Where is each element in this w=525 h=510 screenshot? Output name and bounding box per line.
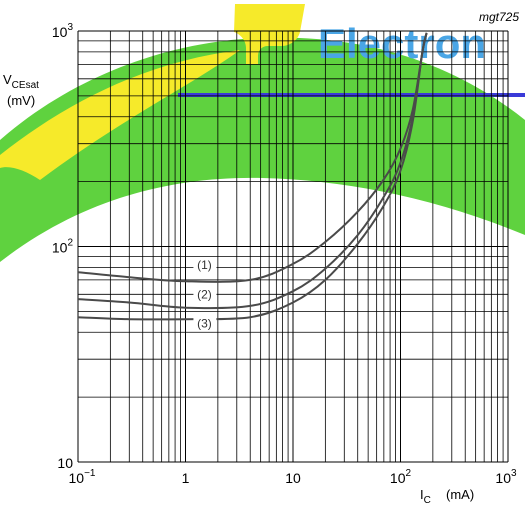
watermark-line [178, 93, 525, 97]
labels: (1) (2) (3) 10−1 1 10 102 103 10 102 103 IC (mA) VCEs… [3, 10, 519, 506]
series-3-label: (3) [197, 316, 212, 330]
y-axis-unit: (mV) [7, 93, 35, 108]
series-1-line [77, 32, 428, 283]
x-tick-label: 10 [285, 470, 301, 486]
watermark-text: Electron [318, 20, 486, 67]
y-axis-label: VCEsat [3, 72, 39, 91]
x-axis-unit: (mA) [446, 487, 474, 502]
watermark-swoosh [0, 50, 240, 180]
y-tick-label: 102 [52, 238, 74, 256]
series-1-label: (1) [197, 258, 212, 272]
x-tick-label: 1 [182, 470, 190, 486]
curves [77, 32, 428, 321]
series-1-label-bg [193, 257, 217, 273]
grid [77, 30, 509, 463]
series-3-line [77, 32, 428, 321]
series-3-label-bg [193, 315, 217, 331]
series-2-label-bg [193, 286, 217, 302]
x-tick-label: 10−1 [69, 468, 96, 486]
x-tick-label: 103 [495, 468, 517, 486]
figure-id: mgt725 [479, 10, 519, 24]
y-tick-label: 10 [57, 455, 73, 471]
watermark: Electron [0, 4, 525, 262]
x-axis-label: IC [420, 487, 431, 506]
series-2-label: (2) [197, 287, 212, 301]
y-tick-label: 103 [52, 22, 74, 40]
x-tick-label: 102 [390, 468, 412, 486]
